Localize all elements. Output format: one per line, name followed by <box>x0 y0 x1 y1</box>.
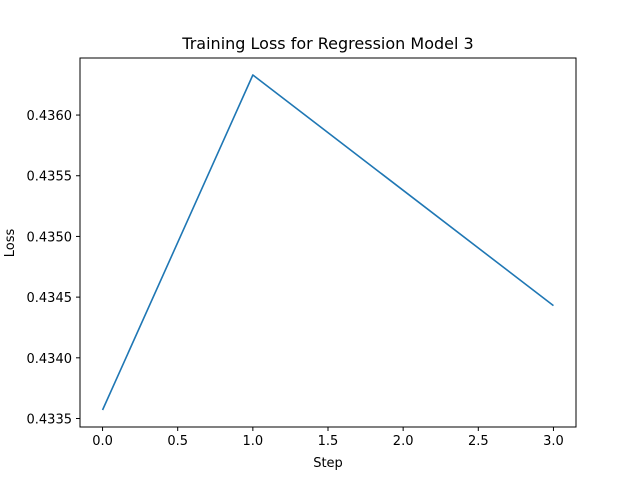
y-tick-label: 0.4350 <box>27 230 73 245</box>
x-tick-label: 2.0 <box>393 434 414 449</box>
y-axis: 0.4335 0.4340 0.4345 0.4350 0.4355 0.4360 <box>27 109 80 428</box>
y-tick-label: 0.4355 <box>27 170 73 185</box>
y-tick-label: 0.4360 <box>27 109 73 124</box>
y-tick-label: 0.4340 <box>27 352 73 367</box>
x-tick-label: 1.0 <box>243 434 264 449</box>
series-layer <box>101 74 554 411</box>
x-tick-label: 3.0 <box>543 434 564 449</box>
x-tick-label: 0.5 <box>167 434 188 449</box>
plot-area: 0.0 0.5 1.0 1.5 2.0 2.5 3.0 0.4335 0.4340 0.4345… <box>27 57 577 449</box>
series-line <box>101 74 554 411</box>
y-tick-label: 0.4345 <box>27 291 73 306</box>
y-tick-label: 0.4335 <box>27 413 73 428</box>
plot-frame <box>79 57 577 428</box>
x-tick-label: 1.5 <box>318 434 339 449</box>
chart-title: Training Loss for Regression Model 3 <box>181 34 473 53</box>
x-tick-label: 0.0 <box>92 434 113 449</box>
x-tick-label: 2.5 <box>468 434 489 449</box>
x-axis-label: Step <box>313 456 343 471</box>
y-axis-label: Loss <box>3 229 18 258</box>
x-axis: 0.0 0.5 1.0 1.5 2.0 2.5 3.0 <box>92 427 564 449</box>
